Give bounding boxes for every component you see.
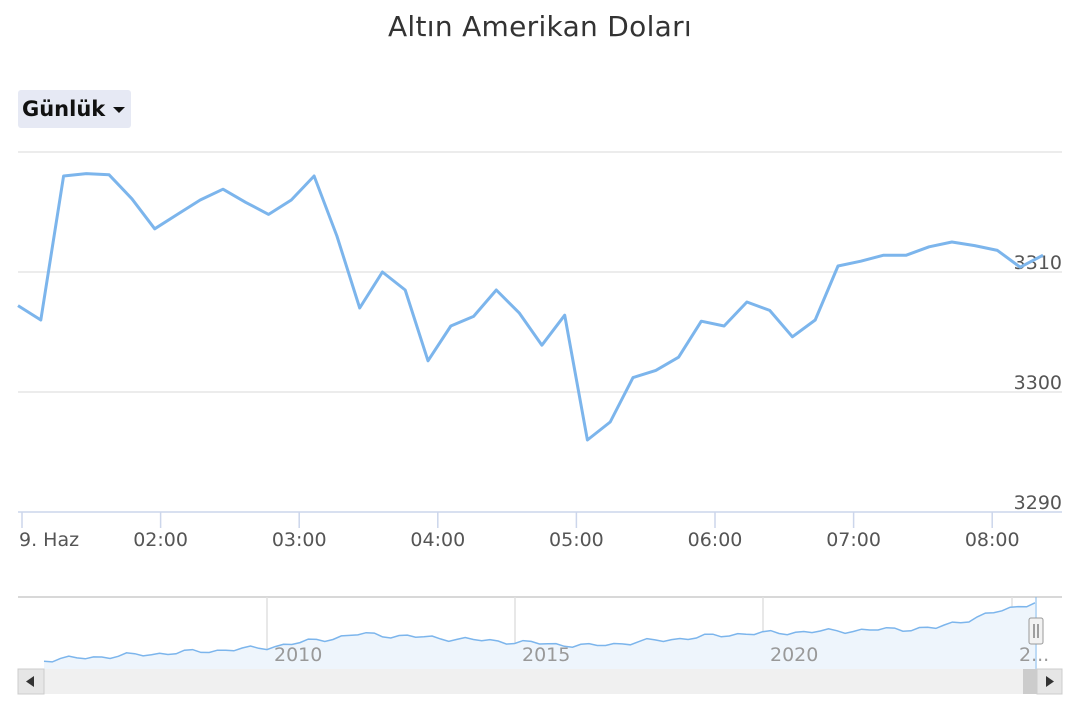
x-tick-label: 04:00 <box>410 529 465 551</box>
y-tick-label: 3300 <box>1014 372 1062 394</box>
x-axis: 9. Haz 02:00 03:00 04:00 05:00 06:00 07:00 08:0… <box>19 512 1020 551</box>
arrow-left-icon <box>26 676 34 687</box>
range-selector-dropdown[interactable]: Günlük <box>18 90 132 128</box>
x-tick-label: 07:00 <box>826 529 881 551</box>
scroll-left-button[interactable] <box>17 668 45 695</box>
scrollbar-thumb[interactable] <box>1023 669 1037 694</box>
navigator[interactable]: 2010 2015 2020 2... <box>18 596 1062 669</box>
plot-area[interactable] <box>17 172 1044 442</box>
navigator-label: 2015 <box>522 644 570 666</box>
x-tick-label: 03:00 <box>272 529 327 551</box>
navigator-series-line <box>43 602 1036 663</box>
series-line[interactable] <box>17 172 1044 442</box>
grid-lines <box>18 151 1062 513</box>
navigator-series-area <box>44 602 1035 669</box>
scrollbar-track[interactable] <box>18 669 1062 694</box>
x-tick-label: 08:00 <box>965 529 1020 551</box>
navigator-labels: 2010 2015 2020 2... <box>274 644 1049 666</box>
navigator-label: 2... <box>1019 644 1049 666</box>
x-tick-label: 02:00 <box>133 529 188 551</box>
x-tick-label: 9. Haz <box>19 529 79 551</box>
navigator-label: 2010 <box>274 644 322 666</box>
y-tick-label: 3290 <box>1014 492 1062 514</box>
navigator-label: 2020 <box>770 644 818 666</box>
chart-title: Altın Amerikan Doları <box>387 10 693 43</box>
navigator-handle[interactable] <box>1028 617 1044 645</box>
range-selector-label: Günlük <box>22 97 106 121</box>
arrow-right-icon <box>1046 676 1054 687</box>
x-tick-label: 05:00 <box>549 529 604 551</box>
scrollbar[interactable] <box>17 668 1063 695</box>
y-axis: 3290 3300 3310 <box>1014 252 1062 514</box>
x-tick-label: 06:00 <box>688 529 743 551</box>
caret-down-icon <box>113 107 126 113</box>
y-tick-label: 3310 <box>1014 252 1062 274</box>
